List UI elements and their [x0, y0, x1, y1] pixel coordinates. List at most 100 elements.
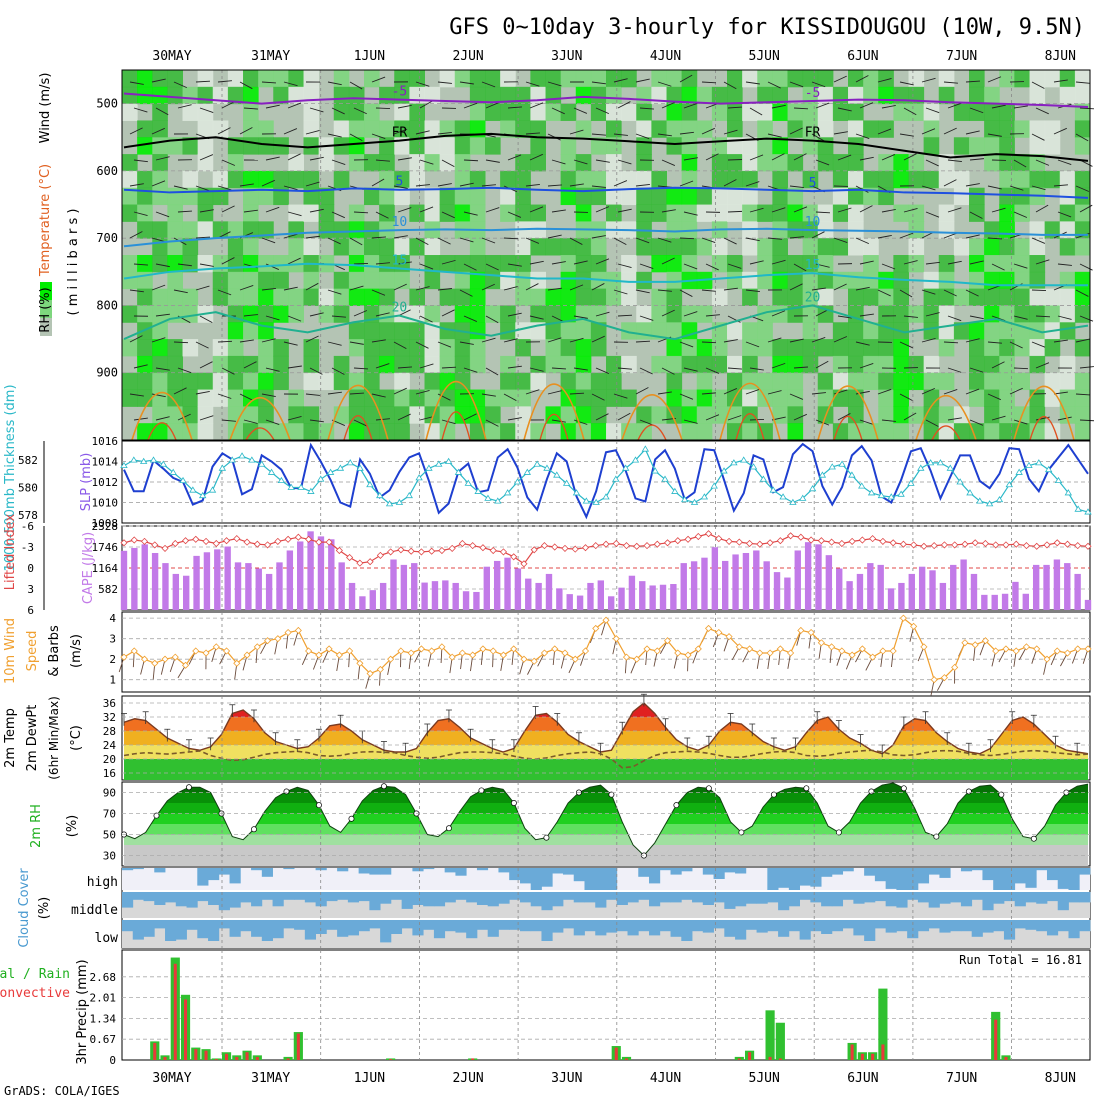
- rh-cell: [167, 87, 183, 104]
- rh-cell: [228, 322, 244, 339]
- rh-cell: [228, 272, 244, 289]
- rh-cell: [530, 205, 546, 222]
- rh-cell: [848, 356, 864, 373]
- rh-cell: [772, 70, 788, 87]
- rh-cell: [727, 255, 743, 272]
- rh-cell: [999, 373, 1015, 390]
- cloud-bar: [176, 892, 187, 906]
- cape-tick-label: 582: [98, 583, 118, 596]
- cloud-bar: [1015, 892, 1026, 906]
- rh-cell: [1014, 120, 1030, 137]
- rh-cell: [893, 390, 909, 407]
- cape-bar: [1033, 565, 1039, 610]
- rh-cell: [319, 221, 335, 238]
- rh-cell: [954, 238, 970, 255]
- rh-cell: [636, 188, 652, 205]
- rh-cell: [334, 171, 350, 188]
- rh-cell: [258, 120, 274, 137]
- rh-cell: [349, 390, 365, 407]
- rh-cell: [636, 104, 652, 121]
- rh-cell: [137, 423, 153, 440]
- rh-cell: [228, 356, 244, 373]
- rh-cell: [772, 171, 788, 188]
- cloud-bar: [1036, 920, 1047, 931]
- wind-axis-label: Wind (m/s): [38, 73, 53, 144]
- rh-cell: [893, 305, 909, 322]
- rh-cell: [1014, 70, 1030, 87]
- rh-cell: [258, 272, 274, 289]
- rh-cell: [742, 154, 758, 171]
- cloud-bar: [950, 892, 961, 902]
- rh-cell: [969, 188, 985, 205]
- rh-cell: [697, 188, 713, 205]
- rh-cell: [803, 238, 819, 255]
- rh-cell: [924, 356, 940, 373]
- cape-bar: [297, 541, 303, 610]
- cloud-bar: [477, 920, 488, 930]
- rh-cell: [455, 188, 471, 205]
- cloud-bar: [402, 892, 413, 909]
- cape-bar: [349, 583, 355, 610]
- rh-cell: [1060, 305, 1076, 322]
- rh-cell: [788, 423, 804, 440]
- rh-cell: [878, 154, 894, 171]
- cape-bar: [535, 583, 541, 610]
- cloud-bar: [606, 920, 617, 933]
- cloud-bar: [380, 892, 391, 904]
- rh-cell: [863, 238, 879, 255]
- wind-barb: [728, 211, 742, 212]
- rh-cell: [152, 120, 168, 137]
- rh-cell: [470, 322, 486, 339]
- cape-bar: [867, 563, 873, 610]
- rh-cell: [969, 137, 985, 154]
- temp-tick-label: 24: [103, 739, 117, 752]
- cloud-bar: [929, 868, 940, 875]
- rh-cell: [939, 373, 955, 390]
- rh-cell: [167, 188, 183, 205]
- cape-bar: [971, 574, 977, 610]
- cape-bar: [173, 574, 179, 610]
- rh-cell: [712, 205, 728, 222]
- rh-cell: [893, 339, 909, 356]
- cloud-bar: [294, 920, 305, 930]
- rh-cell: [137, 70, 153, 87]
- rh-cell: [1045, 289, 1061, 306]
- rh-cell: [939, 171, 955, 188]
- rh-cell: [500, 255, 516, 272]
- precip-conv-bar: [851, 1044, 854, 1060]
- rh-cell: [939, 339, 955, 356]
- cape-bar: [681, 563, 687, 610]
- rh-cell: [455, 154, 471, 171]
- cloud-bar: [326, 892, 337, 901]
- rh-cell: [742, 104, 758, 121]
- cloud-bar: [649, 920, 660, 935]
- rh-cell: [409, 356, 425, 373]
- cloud-bar: [606, 868, 617, 890]
- rh-cell: [394, 356, 410, 373]
- rh-cell: [924, 137, 940, 154]
- rh-cell: [394, 373, 410, 390]
- cloud-bar: [681, 868, 692, 871]
- precip-total-bar: [765, 1010, 774, 1060]
- rh-cell: [334, 373, 350, 390]
- rh-cell: [788, 339, 804, 356]
- rh-cell: [349, 205, 365, 222]
- rh-cell: [848, 205, 864, 222]
- rh-cell: [727, 87, 743, 104]
- rh-cell: [772, 373, 788, 390]
- rh-cell: [304, 120, 320, 137]
- rh-cell: [349, 104, 365, 121]
- rh-cell: [258, 255, 274, 272]
- rh-cell: [1014, 289, 1030, 306]
- rh-cell: [319, 205, 335, 222]
- rh-cell: [425, 154, 441, 171]
- cloud-bar: [262, 868, 273, 877]
- rh-cell: [530, 137, 546, 154]
- cloud-bar: [638, 892, 649, 900]
- rh-cell: [909, 305, 925, 322]
- bottom-date-label: 1JUN: [354, 1071, 385, 1086]
- rh-cell: [969, 70, 985, 87]
- wind10m-barbs-label: & Barbs: [47, 625, 62, 677]
- rh-cell: [848, 154, 864, 171]
- cloud-bar: [305, 892, 316, 902]
